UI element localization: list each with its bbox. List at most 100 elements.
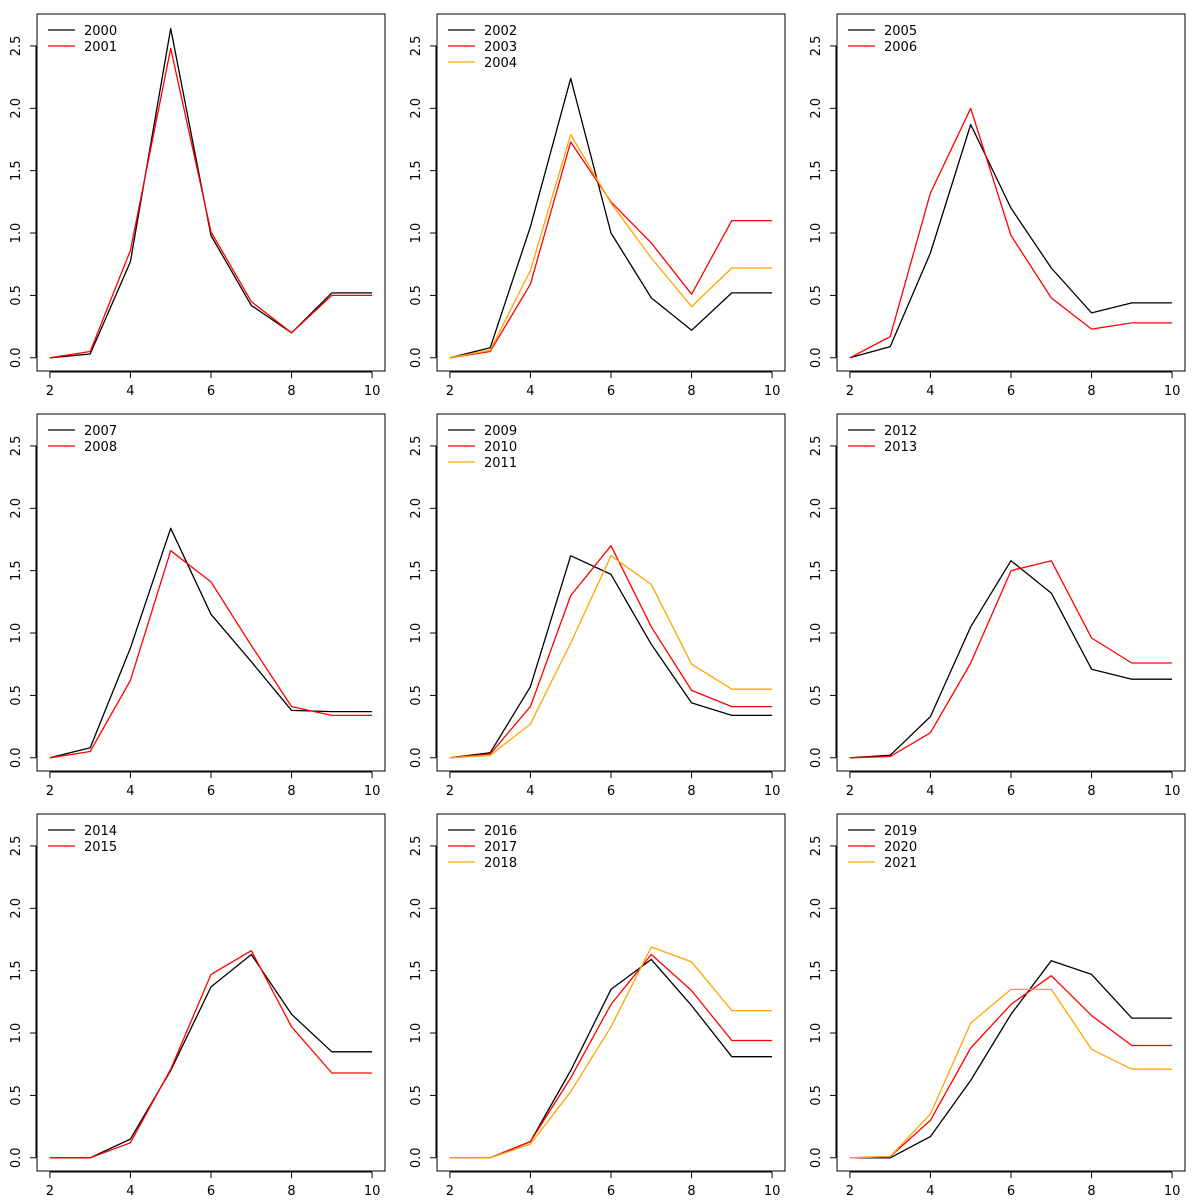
y-tick-label: 2.0 [409, 498, 424, 519]
x-tick-label: 6 [1007, 784, 1015, 799]
plot-frame [436, 413, 786, 772]
x-tick-label: 2 [46, 1184, 54, 1199]
y-tick-label: 2.0 [9, 898, 24, 919]
plot-frame [36, 813, 386, 1172]
series-line-2004 [449, 133, 773, 359]
series-line-2020 [849, 975, 1173, 1159]
x-tick-label: 6 [607, 384, 615, 399]
x-tick-label: 6 [607, 1184, 615, 1199]
y-tick-label: 1.5 [409, 560, 424, 581]
series-line-2021 [849, 988, 1173, 1159]
x-tick-label: 4 [926, 784, 934, 799]
legend-label: 2004 [484, 56, 517, 71]
series-line-2009 [449, 555, 773, 759]
y-tick-label: 0.5 [409, 285, 424, 306]
y-tick-label: 2.0 [9, 498, 24, 519]
y-tick-label: 0.0 [9, 747, 24, 768]
y-tick-label: 0.0 [809, 747, 824, 768]
x-tick-label: 10 [764, 784, 781, 799]
x-tick-label: 2 [446, 1184, 454, 1199]
x-tick-label: 10 [364, 1184, 381, 1199]
x-tick-label: 2 [46, 384, 54, 399]
y-tick-label: 1.0 [9, 1023, 24, 1044]
y-tick-label: 2.0 [409, 98, 424, 119]
x-tick-label: 4 [526, 784, 534, 799]
y-tick-label: 0.0 [9, 347, 24, 368]
x-tick-label: 2 [446, 784, 454, 799]
legend-label: 2020 [884, 840, 917, 855]
series-line-2019 [849, 960, 1173, 1159]
legend-label: 2009 [484, 424, 517, 439]
y-tick-label: 1.0 [9, 223, 24, 244]
legend-label: 2005 [884, 24, 917, 39]
x-tick-label: 2 [846, 1184, 854, 1199]
y-tick-label: 2.5 [9, 436, 24, 457]
y-tick-label: 0.0 [409, 347, 424, 368]
y-tick-label: 2.5 [409, 436, 424, 457]
legend-label: 2012 [884, 424, 917, 439]
x-tick-label: 8 [1087, 384, 1095, 399]
series-line-2014 [49, 953, 373, 1159]
series-line-2008 [49, 550, 373, 759]
x-tick-label: 4 [126, 1184, 134, 1199]
x-tick-label: 8 [687, 784, 695, 799]
x-tick-label: 4 [926, 384, 934, 399]
series-line-2000 [49, 27, 373, 359]
y-tick-label: 0.5 [409, 1085, 424, 1106]
y-tick-label: 1.0 [809, 1023, 824, 1044]
series-line-2018 [449, 946, 773, 1159]
x-tick-label: 8 [287, 784, 295, 799]
x-tick-label: 10 [764, 1184, 781, 1199]
y-tick-label: 0.5 [409, 685, 424, 706]
y-tick-label: 1.5 [809, 160, 824, 181]
x-tick-label: 8 [687, 384, 695, 399]
y-tick-label: 0.5 [9, 1085, 24, 1106]
plot-frame [436, 13, 786, 372]
plot-frame [836, 413, 1186, 772]
x-tick-label: 2 [846, 384, 854, 399]
y-tick-label: 0.0 [9, 1147, 24, 1168]
y-tick-label: 1.5 [409, 960, 424, 981]
legend-label: 2007 [84, 424, 117, 439]
x-tick-label: 6 [1007, 384, 1015, 399]
y-tick-label: 2.5 [409, 36, 424, 57]
plot-frame [36, 413, 386, 772]
legend-label: 2001 [84, 40, 117, 55]
y-tick-label: 1.0 [9, 623, 24, 644]
y-tick-label: 1.5 [9, 560, 24, 581]
x-tick-label: 4 [126, 384, 134, 399]
legend-label: 2013 [884, 440, 917, 455]
x-tick-label: 6 [607, 784, 615, 799]
y-tick-label: 2.5 [809, 836, 824, 857]
legend-label: 2016 [484, 824, 517, 839]
x-tick-label: 10 [764, 384, 781, 399]
y-tick-label: 1.0 [409, 623, 424, 644]
plot-frame [436, 813, 786, 1172]
legend-label: 2018 [484, 856, 517, 871]
legend-label: 2008 [84, 440, 117, 455]
y-tick-label: 2.0 [409, 898, 424, 919]
x-tick-label: 4 [126, 784, 134, 799]
y-tick-label: 2.5 [809, 36, 824, 57]
series-line-2010 [449, 545, 773, 759]
x-tick-label: 6 [207, 1184, 215, 1199]
series-line-2007 [49, 527, 373, 759]
x-tick-label: 10 [1164, 1184, 1181, 1199]
y-tick-label: 0.5 [809, 685, 824, 706]
y-tick-label: 2.5 [809, 436, 824, 457]
y-tick-label: 0.5 [809, 285, 824, 306]
y-tick-label: 0.5 [9, 285, 24, 306]
y-tick-label: 2.0 [809, 498, 824, 519]
series-line-2001 [49, 47, 373, 359]
y-tick-label: 0.5 [9, 685, 24, 706]
legend-label: 2011 [484, 456, 517, 471]
legend-label: 2006 [884, 40, 917, 55]
legend-label: 2017 [484, 840, 517, 855]
plot-frame [836, 13, 1186, 372]
